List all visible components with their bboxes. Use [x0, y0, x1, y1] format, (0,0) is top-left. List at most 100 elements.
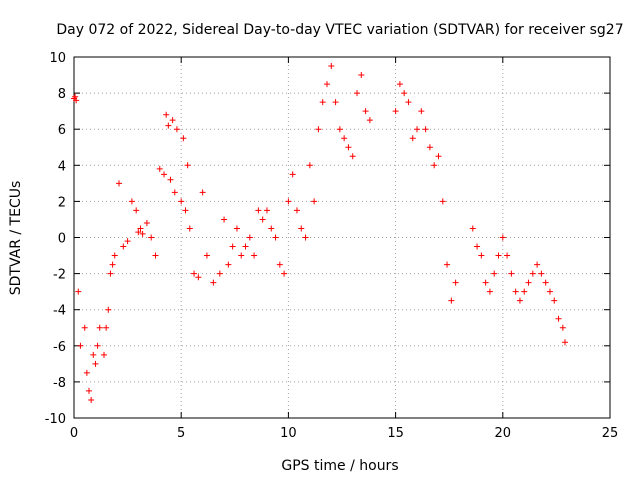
data-point [281, 270, 288, 277]
data-point [542, 279, 549, 286]
data-point [161, 171, 168, 178]
y-tick-label: 2 [58, 195, 66, 210]
data-point [173, 126, 180, 133]
data-point [508, 270, 515, 277]
y-tick-label: -10 [45, 412, 66, 427]
data-point [561, 339, 568, 346]
tick-layer: 0 5 10 15 20 25 -10 -8 -6 -4 -2 0 2 4 6 8 10 [45, 51, 619, 441]
data-point [180, 135, 187, 142]
y-tick-label: -2 [53, 268, 66, 283]
data-point [221, 216, 228, 223]
data-point [135, 229, 142, 236]
data-point [302, 234, 309, 241]
data-point [452, 279, 459, 286]
data-point [88, 396, 95, 403]
y-axis-label: SDTVAR / TECUs [8, 181, 24, 296]
data-point [538, 270, 545, 277]
data-point [263, 207, 270, 214]
data-point [75, 288, 82, 295]
data-point [255, 207, 262, 214]
data-point [186, 225, 193, 232]
data-point [336, 126, 343, 133]
data-point [137, 225, 144, 232]
data-point [143, 220, 150, 227]
y-tick-label: 4 [58, 159, 66, 174]
data-point [167, 176, 174, 183]
data-point [516, 297, 523, 304]
data-point [418, 108, 425, 115]
data-point [199, 189, 206, 196]
data-point [105, 306, 112, 313]
data-point [171, 189, 178, 196]
data-point [163, 111, 170, 118]
data-point [469, 225, 476, 232]
data-point [431, 162, 438, 169]
data-point [120, 243, 127, 250]
marker-layer [71, 63, 568, 403]
data-point [555, 315, 562, 322]
data-point [529, 270, 536, 277]
data-point [81, 324, 88, 331]
data-point [323, 81, 330, 88]
data-point [77, 342, 84, 349]
data-point [83, 369, 90, 376]
data-point [435, 153, 442, 160]
data-point [293, 207, 300, 214]
data-point [94, 342, 101, 349]
data-point [414, 126, 421, 133]
data-point [251, 252, 258, 259]
data-point [103, 324, 110, 331]
data-point [216, 270, 223, 277]
data-point [272, 234, 279, 241]
data-point [358, 72, 365, 79]
data-point [259, 216, 266, 223]
data-point [90, 351, 97, 358]
data-point [362, 108, 369, 115]
data-point [366, 117, 373, 124]
data-point [73, 97, 80, 104]
data-point [499, 234, 506, 241]
y-tick-label: -6 [53, 340, 66, 355]
data-point [551, 297, 558, 304]
data-point [139, 230, 146, 237]
data-point [203, 252, 210, 259]
data-point [392, 108, 399, 115]
data-point [401, 90, 408, 97]
data-point [109, 261, 116, 268]
data-point [448, 297, 455, 304]
data-point [152, 252, 159, 259]
data-point [512, 288, 519, 295]
y-tick-label: -8 [53, 376, 66, 391]
data-point [306, 162, 313, 169]
data-point [184, 162, 191, 169]
data-point [525, 279, 532, 286]
data-point [111, 252, 118, 259]
data-point [268, 225, 275, 232]
data-point [210, 279, 217, 286]
data-point [101, 351, 108, 358]
data-point [246, 234, 253, 241]
y-tick-label: -4 [53, 304, 66, 319]
data-point [409, 135, 416, 142]
data-point [486, 288, 493, 295]
data-point [559, 324, 566, 331]
data-point [546, 288, 553, 295]
data-point [182, 207, 189, 214]
data-point [92, 360, 99, 367]
x-tick-label: 20 [495, 426, 512, 441]
data-point [349, 153, 356, 160]
data-point [491, 270, 498, 277]
data-point [229, 243, 236, 250]
data-point [521, 288, 528, 295]
data-point [148, 234, 155, 241]
x-tick-label: 5 [177, 426, 185, 441]
data-point [426, 144, 433, 151]
data-point [124, 238, 131, 245]
data-point [482, 279, 489, 286]
data-point [405, 99, 412, 106]
data-point [504, 252, 511, 259]
data-point [107, 270, 114, 277]
y-tick-label: 8 [58, 87, 66, 102]
data-point [195, 274, 202, 281]
